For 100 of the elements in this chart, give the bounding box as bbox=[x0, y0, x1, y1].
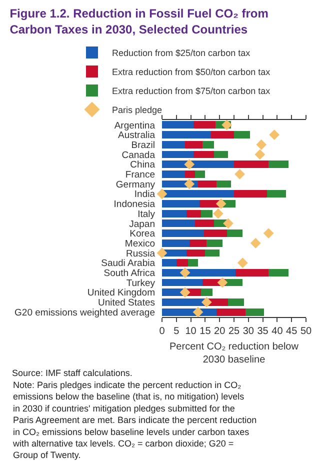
bar bbox=[189, 239, 207, 247]
y-tick-label: G20 emissions weighted average bbox=[14, 307, 155, 318]
y-tick-label: Argentina bbox=[114, 120, 156, 132]
bar bbox=[162, 220, 196, 228]
x-tick-label: 20 bbox=[214, 326, 226, 337]
bar bbox=[162, 190, 234, 198]
bar bbox=[228, 298, 244, 306]
legend-label: Reduction from $25/ton carbon tax bbox=[112, 48, 251, 58]
bar bbox=[226, 230, 243, 237]
y-tick-label: Germany bbox=[116, 179, 156, 190]
y-tick-label: Korea bbox=[130, 228, 156, 240]
point bbox=[180, 267, 190, 278]
bar bbox=[162, 140, 186, 148]
y-tick-label: Mexico bbox=[124, 238, 155, 250]
point bbox=[156, 248, 168, 258]
bar bbox=[214, 150, 228, 158]
y-tick-label: Japan bbox=[129, 218, 155, 230]
bar bbox=[162, 170, 186, 178]
y-tick-label: Turkey bbox=[126, 278, 156, 289]
bar bbox=[198, 180, 217, 188]
x-tick-label: 25 bbox=[228, 326, 240, 337]
bar bbox=[202, 140, 214, 148]
bar bbox=[162, 239, 190, 247]
bar bbox=[210, 131, 234, 138]
point bbox=[156, 188, 168, 200]
bar bbox=[246, 308, 264, 316]
bar bbox=[200, 288, 212, 296]
bar bbox=[176, 259, 188, 267]
point bbox=[217, 277, 228, 288]
bar bbox=[162, 150, 194, 158]
point bbox=[184, 159, 195, 170]
x-tick-label: 5 bbox=[174, 326, 180, 337]
bar bbox=[195, 220, 214, 228]
point bbox=[256, 139, 267, 150]
y-tick-label: South Africa bbox=[104, 268, 156, 280]
point bbox=[184, 178, 195, 190]
x-tick-label: 10 bbox=[185, 326, 197, 337]
bar bbox=[205, 249, 220, 257]
legend-label: Extra reduction from $50/ton carbon tax bbox=[112, 67, 271, 78]
y-tick-label: Saudi Arabia bbox=[101, 258, 156, 270]
x-tick-label: 0 bbox=[159, 326, 166, 337]
bar bbox=[235, 268, 269, 276]
bar bbox=[204, 230, 227, 237]
bar bbox=[162, 121, 194, 129]
y-tick-label: Australia bbox=[118, 130, 156, 142]
bar bbox=[194, 121, 216, 129]
bar bbox=[267, 190, 286, 198]
y-tick-label: United Kingdom bbox=[87, 288, 156, 299]
point bbox=[250, 238, 261, 248]
point bbox=[234, 168, 245, 180]
point bbox=[180, 287, 190, 298]
legend-label: Paris pledge bbox=[112, 105, 162, 116]
x-tick-label: 45 bbox=[286, 326, 298, 337]
bar bbox=[185, 170, 196, 178]
bar bbox=[162, 200, 200, 208]
bar bbox=[194, 150, 214, 158]
bar bbox=[216, 180, 232, 188]
bar bbox=[188, 259, 198, 267]
bar bbox=[234, 131, 250, 138]
y-tick-label: India bbox=[134, 189, 156, 200]
bar bbox=[216, 308, 246, 316]
bar bbox=[200, 210, 212, 218]
source-note: Source: IMF staff calculations. bbox=[12, 368, 132, 378]
bar bbox=[185, 140, 202, 148]
y-tick-label: United States bbox=[98, 298, 156, 309]
x-tick-label: 50 bbox=[300, 326, 312, 337]
bar bbox=[162, 268, 236, 276]
point bbox=[212, 208, 224, 219]
point bbox=[201, 297, 212, 308]
bar bbox=[162, 210, 186, 218]
point bbox=[216, 198, 226, 209]
bar bbox=[186, 249, 206, 257]
legend-label: Extra reduction from $75/ton carbon tax bbox=[112, 86, 271, 96]
bar bbox=[188, 288, 201, 296]
bar bbox=[195, 170, 206, 178]
y-tick-label: China bbox=[130, 160, 156, 171]
y-tick-label: France bbox=[125, 170, 155, 181]
bar bbox=[162, 259, 176, 267]
x-tick-label: 15 bbox=[200, 326, 212, 337]
bar bbox=[234, 190, 268, 198]
bar bbox=[162, 298, 204, 306]
point bbox=[192, 306, 204, 318]
point bbox=[269, 130, 280, 140]
text: Note: Paris pledges indicate the percent reduction in CO₂ emissions below the baseline (that is, no mitigation) levels in 2030 if countries' mitigation pledges submitted for the Paris Agreement are met. Bars indicate the percent reduction in CO₂ emissions below baseline levels under carbon taxes with alternative tax levels. CO₂ = carbon dioxide; G20 = Group of Twenty. bbox=[12, 380, 257, 460]
x-tick-label: 30 bbox=[242, 326, 254, 337]
point bbox=[263, 228, 274, 238]
bar bbox=[234, 160, 269, 168]
y-tick-label: Brazil bbox=[131, 140, 155, 151]
y-tick-label: Italy bbox=[138, 208, 156, 220]
bar bbox=[268, 268, 289, 276]
y-tick-label: Russia bbox=[126, 248, 156, 260]
x-tick-label: 35 bbox=[257, 326, 269, 337]
bar bbox=[162, 131, 211, 138]
chart-title: Figure 1.2. Reduction in Fossil Fuel CO₂ from Carbon Taxes in 2030, Selected Countries bbox=[10, 6, 268, 36]
bar bbox=[268, 160, 289, 168]
bar bbox=[186, 210, 201, 218]
x-tick-label: 40 bbox=[272, 326, 284, 337]
point bbox=[237, 258, 248, 268]
bar bbox=[199, 200, 220, 208]
y-tick-label: Indonesia bbox=[114, 199, 156, 210]
